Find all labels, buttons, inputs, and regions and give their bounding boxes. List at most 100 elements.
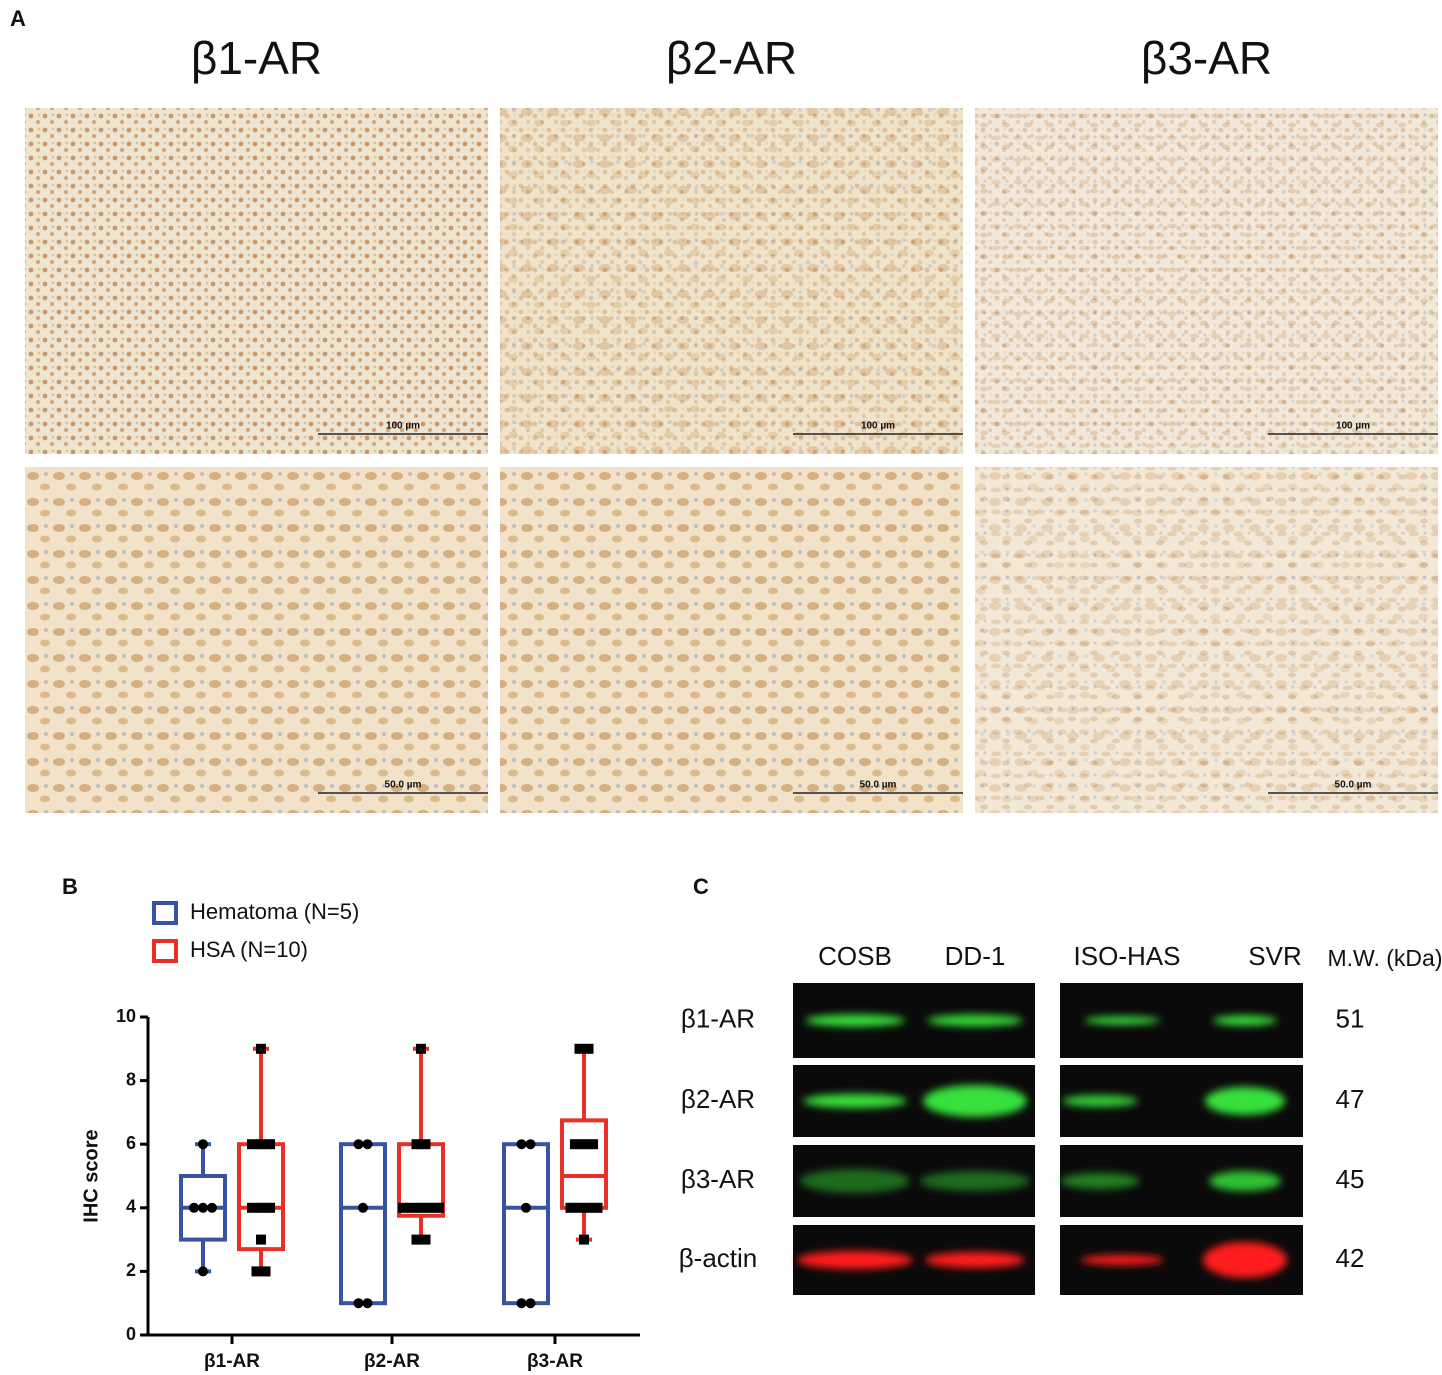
row-label: β2-AR [681,1084,755,1114]
band [920,1171,1030,1191]
legend-swatch [152,939,178,963]
data-point [353,1139,364,1150]
band [1209,1171,1281,1191]
data-point [362,1298,373,1309]
micrograph-tint [500,108,963,454]
scale-bar-label: 100 µm [1336,421,1370,432]
legend-label: HSA (N=10) [190,937,308,962]
band [797,1251,913,1269]
data-point [420,1234,431,1245]
band [1060,1173,1140,1189]
data-point [247,1139,257,1150]
column-title: β2-AR [666,32,797,84]
data-point [398,1202,408,1213]
data-point [434,1202,444,1213]
scale-bar-label: 50.0 µm [1335,780,1372,791]
panel-label: C [693,874,709,899]
column-title: β1-AR [191,32,322,84]
band [800,1169,910,1193]
data-point [247,1202,257,1213]
micrograph [25,108,488,454]
data-point [570,1139,580,1150]
band [1203,1242,1287,1278]
data-point [588,1139,598,1150]
row-label: β1-AR [681,1003,755,1033]
data-point [565,1202,576,1213]
data-point [416,1043,426,1054]
lane-label: COSB [818,941,892,971]
data-point [256,1043,266,1054]
molecular-weight: 45 [1336,1164,1365,1194]
band [1084,1016,1160,1025]
data-point [521,1202,531,1213]
legend-label: Hematoma (N=5) [190,899,359,924]
mw-header: M.W. (kDa) [1328,945,1442,971]
lane-label: DD-1 [945,941,1006,971]
y-tick-label: 6 [126,1133,136,1153]
data-point [416,1202,426,1213]
lane-label: ISO-HAS [1074,941,1181,971]
data-point [362,1139,373,1150]
panel-label: B [62,874,78,899]
data-point [265,1202,275,1213]
data-point [198,1139,208,1150]
lane-label: SVR [1248,941,1301,971]
data-point [198,1202,208,1213]
data-point [407,1202,417,1213]
box [237,1142,285,1252]
data-point [579,1139,589,1150]
scale-bar-label: 50.0 µm [385,780,422,791]
data-point [251,1266,262,1277]
x-tick-label: β3-AR [527,1351,583,1372]
data-point [516,1139,527,1150]
molecular-weight: 42 [1336,1243,1365,1273]
band [1080,1255,1164,1265]
data-point [260,1266,271,1277]
data-point [525,1139,536,1150]
molecular-weight: 51 [1336,1003,1365,1033]
y-tick-label: 2 [126,1260,136,1280]
molecular-weight: 47 [1336,1084,1365,1114]
y-axis-label: IHC score [80,1129,102,1222]
data-point [256,1139,266,1150]
data-point [516,1298,527,1309]
band [805,1014,905,1027]
box [560,1118,608,1210]
y-tick-label: 0 [126,1324,136,1344]
y-tick-label: 4 [126,1197,136,1217]
data-point [592,1202,603,1213]
band [923,1085,1027,1117]
band [927,1014,1023,1027]
panel-label: A [10,6,26,31]
row-label: β-actin [679,1243,758,1273]
data-point [265,1139,275,1150]
scale-bar-label: 50.0 µm [860,780,897,791]
column-title: β3-AR [1141,32,1272,84]
data-point [420,1139,431,1150]
band [1213,1015,1277,1026]
data-point [358,1202,368,1213]
scale-bar-label: 100 µm [861,421,895,432]
data-point [574,1202,585,1213]
band [1205,1087,1285,1115]
data-point [583,1043,594,1054]
micrograph [25,467,488,813]
data-point [256,1202,266,1213]
data-point [411,1139,422,1150]
data-point [583,1202,594,1213]
y-tick-label: 10 [116,1006,136,1026]
box [502,1142,550,1306]
band [803,1094,907,1108]
data-point [574,1043,585,1054]
data-point [353,1298,364,1309]
data-point [189,1202,199,1213]
data-point [525,1298,536,1309]
x-tick-label: β2-AR [364,1351,420,1372]
micrograph-tint [500,467,963,813]
x-tick-label: β1-AR [204,1351,260,1372]
micrograph-tint [975,467,1438,813]
data-point [256,1234,266,1245]
data-point [425,1202,435,1213]
scale-bar-label: 100 µm [386,421,420,432]
